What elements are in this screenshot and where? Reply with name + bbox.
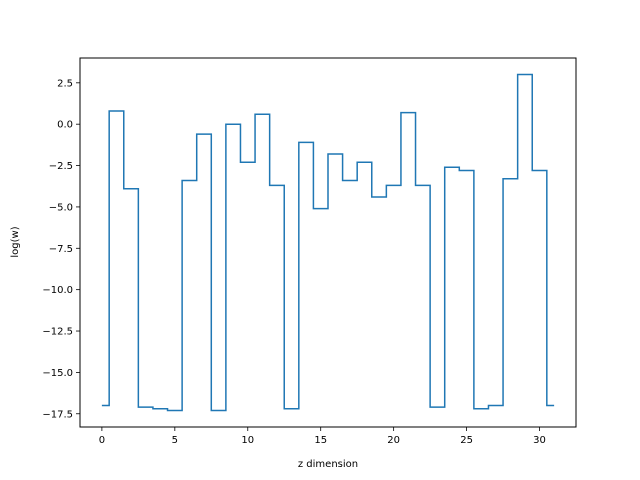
y-tick-label: 0.0 — [57, 120, 73, 131]
x-tick-label: 20 — [387, 435, 400, 446]
plot-frame — [79, 57, 577, 428]
y-tick-label: −15.0 — [42, 368, 73, 379]
y-axis-label: log(w) — [10, 226, 21, 257]
series-layer — [101, 73, 555, 412]
x-tick-label: 25 — [460, 435, 473, 446]
y-tick-label: −10.0 — [42, 285, 73, 296]
x-tick-label: 15 — [314, 435, 327, 446]
y-tick-label: −5.0 — [49, 202, 73, 213]
x-axis: 0 5 10 15 20 25 30 — [99, 427, 546, 446]
y-tick-label: 2.5 — [57, 78, 73, 89]
x-tick-label: 0 — [99, 435, 105, 446]
y-axis: 2.5 0.0 −2.5 −5.0 −7.5 −10.0 −12.5 −15.0 −17.5 — [42, 78, 80, 420]
x-axis-label: z dimension — [298, 459, 358, 470]
x-tick-label: 30 — [533, 435, 546, 446]
plot-area — [80, 58, 576, 427]
y-tick-label: −17.5 — [42, 409, 73, 420]
y-tick-label: −7.5 — [49, 244, 73, 255]
series-line — [101, 73, 555, 412]
y-tick-label: −2.5 — [49, 161, 73, 172]
y-tick-label: −12.5 — [42, 327, 73, 338]
x-tick-label: 5 — [172, 435, 178, 446]
x-tick-label: 10 — [241, 435, 254, 446]
